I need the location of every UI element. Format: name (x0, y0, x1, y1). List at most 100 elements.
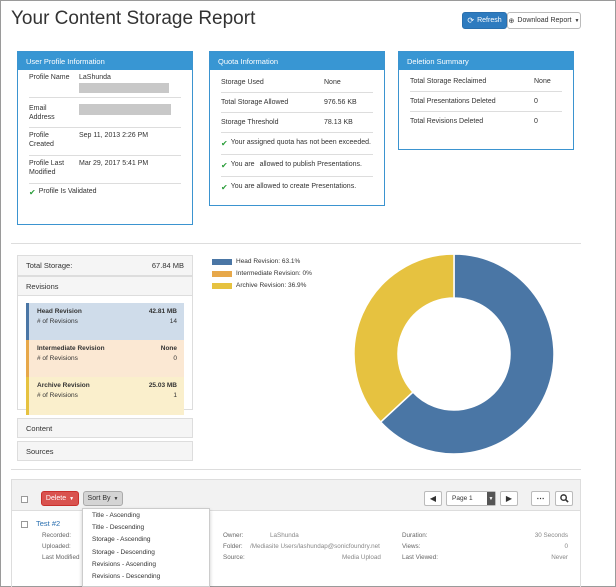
download-icon: ⊕ (508, 17, 515, 25)
created-label: Profile (29, 132, 49, 139)
item-checkbox[interactable] (21, 521, 28, 528)
presentation-list: Delete ▼ Sort By ▼ ◀ Page 1 ▼ ▶ ⋯ Test #… (11, 479, 581, 587)
check-icon: ✔ (221, 139, 228, 148)
owner-value: LaShunda (270, 532, 299, 539)
revision-count-label: # of Revisions (37, 318, 78, 325)
threshold-label: Storage Threshold (221, 119, 279, 126)
delete-button[interactable]: Delete ▼ (41, 491, 79, 506)
content-label: Content (26, 424, 53, 433)
recorded-label: Recorded: (42, 532, 72, 539)
search-button[interactable] (555, 491, 573, 506)
modified-label-2: Modified (29, 169, 56, 176)
modified-value: Mar 29, 2017 5:41 PM (79, 160, 149, 167)
profile-name-label: Profile Name (29, 74, 70, 81)
total-storage-label: Total Storage: (26, 261, 73, 270)
quota-msg-2b: allowed to publish Presentations. (259, 161, 362, 168)
caret-down-icon: ▼ (574, 17, 580, 24)
caret-down-icon: ▼ (113, 495, 119, 502)
owner-label: Owner: (223, 532, 244, 539)
intermediate-revision-size: None (160, 345, 177, 352)
created-value: Sep 11, 2013 2:26 PM (79, 132, 149, 139)
refresh-icon: ⟳ (467, 16, 475, 25)
total-storage-value: 67.84 MB (151, 261, 184, 270)
card-heading: Quota Information (210, 52, 384, 70)
intermediate-revision-count: 0 (173, 355, 177, 362)
profile-name-value: LaShunda (79, 74, 111, 81)
check-icon: ✔ (221, 161, 228, 170)
sort-option-revisions-desc[interactable]: Revisions - Descending (92, 573, 161, 581)
source-label: Source: (223, 554, 245, 561)
used-value: None (324, 79, 341, 86)
sort-option-storage-desc[interactable]: Storage - Descending (92, 548, 155, 556)
quota-card: Quota Information Storage Used None Tota… (209, 51, 385, 206)
divider (11, 243, 581, 244)
more-options-button[interactable]: ⋯ (531, 491, 550, 506)
previous-page-button[interactable]: ◀ (424, 491, 442, 506)
email-label-2: Address (29, 114, 55, 121)
uploaded-label: Uploaded: (42, 543, 71, 550)
card-heading: Deletion Summary (399, 52, 573, 70)
download-report-button[interactable]: ⊕ Download Report ▼ (507, 12, 581, 29)
revision-count-label: # of Revisions (37, 355, 78, 362)
quota-msg-2a: You are (230, 161, 255, 168)
select-all-checkbox[interactable] (21, 496, 28, 503)
deletion-summary-card: Deletion Summary Total Storage Reclaimed… (398, 51, 574, 150)
page-label: Page 1 (452, 495, 473, 502)
donut-slice-2 (354, 254, 455, 424)
legend-swatch (212, 282, 232, 289)
presentation-title-link[interactable]: Test #2 (36, 519, 61, 528)
sort-option-title-desc[interactable]: Title - Descending (92, 523, 145, 531)
donut-slice-0 (379, 254, 554, 454)
revisions-heading[interactable]: Revisions (18, 277, 192, 296)
legend-swatch (212, 258, 232, 265)
list-toolbar: Delete ▼ Sort By ▼ ◀ Page 1 ▼ ▶ ⋯ (12, 480, 580, 511)
views-label: Views: (402, 543, 421, 550)
used-label: Storage Used (221, 79, 264, 86)
archive-revision-label: Archive Revision (37, 382, 90, 389)
caret-down-icon: ▼ (69, 495, 75, 502)
source-value: Media Upload (342, 554, 381, 561)
content-panel[interactable]: Content (17, 418, 193, 438)
search-icon (559, 494, 569, 503)
allowed-value: 976.56 KB (324, 99, 357, 106)
modified-label: Profile Last (29, 160, 65, 167)
page-select[interactable]: Page 1 ▼ (446, 491, 496, 506)
sort-option-storage-asc[interactable]: Storage - Ascending (92, 536, 151, 544)
page-title: Your Content Storage Report (11, 8, 256, 29)
validated-text: Profile Is Validated (38, 188, 97, 195)
sort-by-label: Sort By (87, 495, 111, 502)
card-heading: User Profile Information (18, 52, 192, 70)
sources-panel[interactable]: Sources (17, 441, 193, 461)
revisions-deleted-label: Total Revisions Deleted (410, 118, 484, 125)
revisions-deleted-value: 0 (534, 118, 538, 125)
allowed-label: Total Storage Allowed (221, 99, 289, 106)
divider (11, 469, 581, 470)
refresh-button[interactable]: ⟳ Refresh (462, 12, 507, 29)
legend-label: Archive Revision: 36.9% (236, 282, 307, 289)
storage-donut-chart (354, 254, 554, 454)
revision-count-label: # of Revisions (37, 392, 78, 399)
sort-option-title-asc[interactable]: Title - Ascending (92, 511, 140, 519)
sort-by-button[interactable]: Sort By ▼ (83, 491, 123, 506)
legend-label: Head Revision: 63.1% (236, 258, 301, 265)
sources-label: Sources (26, 447, 54, 456)
last-modified-label: Last Modified (42, 554, 80, 561)
intermediate-revision-box: Intermediate Revision None # of Revisions… (26, 340, 184, 378)
archive-revision-size: 25.03 MB (148, 382, 177, 389)
views-value: 0 (564, 543, 568, 550)
next-page-button[interactable]: ▶ (500, 491, 518, 506)
download-label: Download Report (517, 17, 572, 24)
redacted-email (79, 104, 171, 115)
total-storage-row: Total Storage: 67.84 MB (17, 255, 193, 276)
email-label: Email (29, 105, 47, 112)
delete-label: Delete (45, 495, 67, 502)
duration-label: Duration: (402, 532, 428, 539)
head-revision-label: Head Revision (37, 308, 82, 315)
head-revision-size: 42.81 MB (148, 308, 177, 315)
intermediate-revision-label: Intermediate Revision (37, 345, 105, 352)
check-icon: ✔ (29, 188, 36, 197)
reclaimed-value: None (534, 78, 551, 85)
folder-label: Folder: (223, 543, 243, 550)
sort-option-revisions-asc[interactable]: Revisions - Ascending (92, 561, 156, 569)
created-label-2: Created (29, 141, 54, 148)
